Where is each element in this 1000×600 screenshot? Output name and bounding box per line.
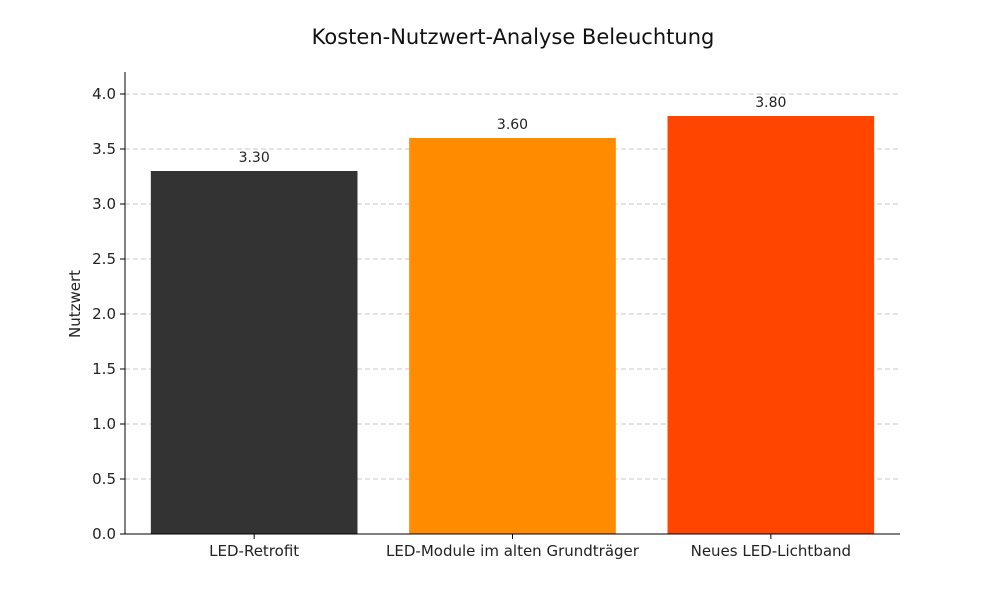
y-tick-label: 2.0: [92, 305, 116, 323]
bar-value-label: 3.60: [497, 117, 528, 133]
y-tick-label: 1.0: [92, 415, 116, 433]
x-tick-label: LED-Retrofit: [209, 542, 299, 560]
y-tick-label: 0.0: [92, 525, 116, 543]
chart-title: Kosten-Nutzwert-Analyse Beleuchtung: [312, 25, 715, 49]
bar-value-label: 3.30: [239, 150, 270, 166]
x-tick-label: Neues LED-Lichtband: [691, 542, 851, 560]
bar: [150, 171, 358, 534]
y-ticks: 0.0 0.5 1.0 1.5 2.0 2.5 3.0 3.5 4.0: [92, 85, 125, 543]
x-tick-label: LED-Module im alten Grundträger: [386, 542, 640, 560]
x-ticks: LED-Retrofit LED-Module im alten Grundträ…: [209, 534, 851, 560]
bars: [150, 116, 875, 534]
y-tick-label: 0.5: [92, 470, 116, 488]
bar-value-label: 3.80: [755, 95, 786, 111]
value-labels: 3.30 3.60 3.80: [239, 95, 787, 166]
y-axis-label: Nutzwert: [66, 270, 84, 338]
y-tick-label: 1.5: [92, 360, 116, 378]
y-tick-label: 3.0: [92, 195, 116, 213]
bar: [409, 138, 616, 534]
y-tick-label: 3.5: [92, 140, 116, 158]
y-tick-label: 2.5: [92, 250, 116, 268]
bar: [667, 116, 875, 534]
y-tick-label: 4.0: [92, 85, 116, 103]
